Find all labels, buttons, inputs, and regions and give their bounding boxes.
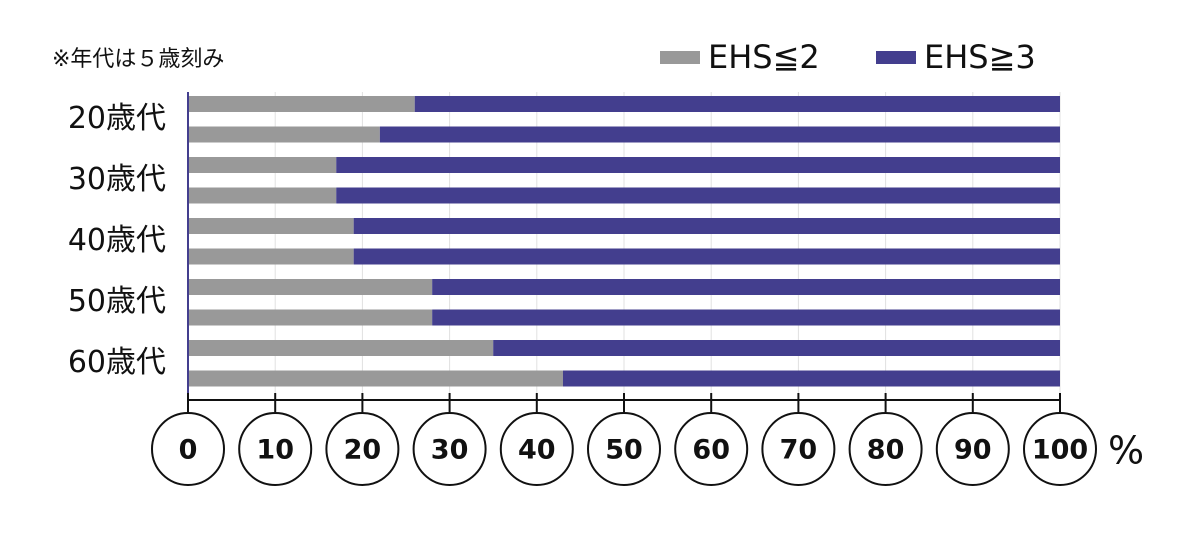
x-tick-label: 20 xyxy=(344,435,382,466)
legend-swatch xyxy=(876,51,916,64)
x-tick-label: 60 xyxy=(692,435,730,466)
bar-segment xyxy=(493,340,1060,356)
note: ※年代は５歳刻み xyxy=(52,47,224,72)
y-tick-label: 50歳代 xyxy=(68,284,166,319)
bar-segment xyxy=(379,126,1061,143)
x-tick-label: 10 xyxy=(256,435,294,466)
bar-segment xyxy=(188,309,433,326)
x-axis-label: % xyxy=(1108,429,1144,473)
legend-label: EHS≧3 xyxy=(924,38,1036,76)
bar-segment xyxy=(188,187,337,204)
bar-segment xyxy=(562,370,1060,387)
bar-segment xyxy=(188,370,563,387)
tick-circle xyxy=(761,412,836,486)
bar-segment xyxy=(188,340,494,356)
bar-segment xyxy=(414,96,1061,112)
x-tick-label: 0 xyxy=(179,435,198,466)
bar-segment xyxy=(336,187,1060,204)
x-tick-label: 50 xyxy=(605,435,643,466)
y-tick-label: 30歳代 xyxy=(68,162,166,197)
tick-circle xyxy=(499,412,574,486)
bar-segment xyxy=(188,248,354,265)
bar-segment xyxy=(432,309,1060,326)
tick-circle xyxy=(325,412,400,486)
tick-circle xyxy=(935,412,1010,486)
legend-label: EHS≦2 xyxy=(708,38,820,76)
tick-circle xyxy=(1023,412,1097,486)
bar-segment xyxy=(188,126,380,143)
bar-segment xyxy=(353,248,1060,265)
y-tick-label: 40歳代 xyxy=(68,223,166,258)
x-tick-label: 30 xyxy=(431,435,469,466)
bar-segment xyxy=(353,218,1060,234)
bar-segment xyxy=(336,157,1060,173)
bar-segment xyxy=(188,279,433,295)
tick-circle xyxy=(238,412,313,486)
x-tick-label: 80 xyxy=(867,435,905,466)
bar-segment xyxy=(188,96,415,112)
x-tick-label: 70 xyxy=(780,435,818,466)
bar-segment xyxy=(188,157,337,173)
bar-segment xyxy=(188,218,354,234)
y-tick-label: 20歳代 xyxy=(68,101,166,136)
legend-swatch xyxy=(660,51,700,64)
tick-circle xyxy=(587,412,661,486)
tick-circle xyxy=(151,412,225,486)
tick-circle xyxy=(674,412,749,486)
x-tick-label: 90 xyxy=(954,435,992,466)
x-tick-label: 100 xyxy=(1032,435,1088,466)
x-tick-label: 40 xyxy=(518,435,556,466)
tick-circle xyxy=(848,412,923,486)
bar-segment xyxy=(432,279,1060,295)
tick-circle xyxy=(412,412,487,486)
y-tick-label: 60歳代 xyxy=(68,345,166,380)
